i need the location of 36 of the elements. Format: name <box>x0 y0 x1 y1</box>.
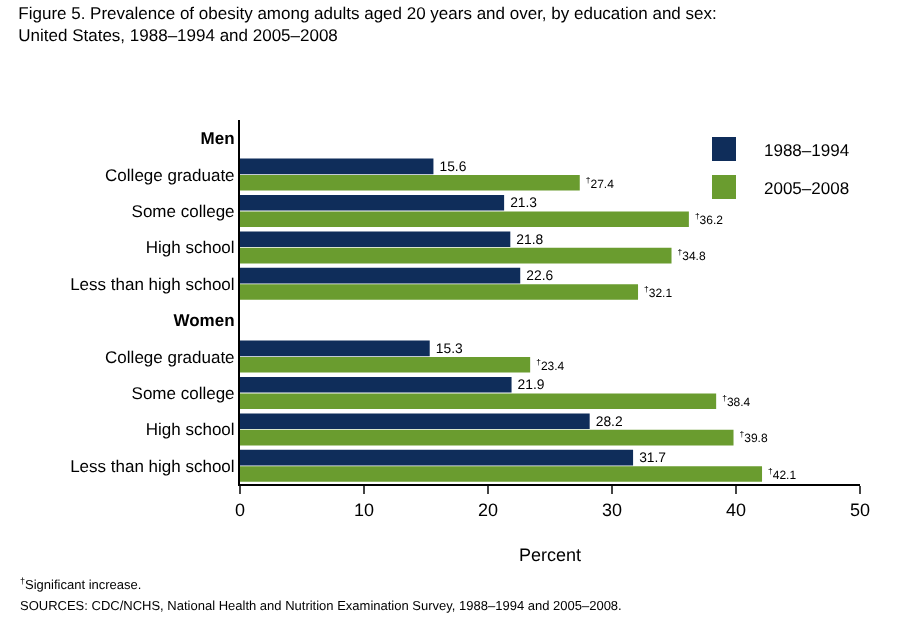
y-tick-label: Less than high school <box>70 273 235 294</box>
chart-title: Figure 5. Prevalence of obesity among adults aged 20 years and over, by education and sex: United States, 1988–1994 and 2005–2008 <box>18 3 717 46</box>
bar <box>240 158 434 175</box>
bar <box>240 413 590 429</box>
legend-label: 2005–2008 <box>764 177 850 198</box>
y-tick-label: Less than high school <box>70 455 235 476</box>
y-tick-label: Women <box>173 310 235 331</box>
bar <box>240 267 521 284</box>
x-tick-label: 10 <box>353 499 375 520</box>
bar <box>240 449 634 466</box>
bar <box>240 247 672 264</box>
x-tick-label: 30 <box>601 499 623 520</box>
bar <box>240 231 511 247</box>
bar <box>240 211 689 227</box>
legend-label: 1988–1994 <box>764 139 850 160</box>
bar <box>240 357 531 373</box>
x-axis-title: Percent <box>518 545 582 566</box>
x-tick-label: 50 <box>849 499 871 520</box>
bar <box>240 284 639 300</box>
bar <box>240 340 430 357</box>
y-tick-label: Some college <box>131 382 236 403</box>
x-tick-label: 0 <box>234 499 246 520</box>
x-tick-label: 40 <box>725 499 747 520</box>
y-tick-label: College graduate <box>105 346 236 367</box>
bar <box>240 195 505 211</box>
y-tick-label: College graduate <box>105 164 236 185</box>
bar <box>240 377 512 393</box>
y-tick-label: Men <box>200 128 235 149</box>
y-tick-label: High school <box>145 237 235 258</box>
bar <box>240 393 717 409</box>
bar <box>240 429 734 446</box>
y-tick-label: Some college <box>131 200 236 221</box>
bar <box>240 466 763 482</box>
y-tick-label: High school <box>145 419 235 440</box>
bar <box>240 175 580 191</box>
x-tick-label: 20 <box>477 499 499 520</box>
